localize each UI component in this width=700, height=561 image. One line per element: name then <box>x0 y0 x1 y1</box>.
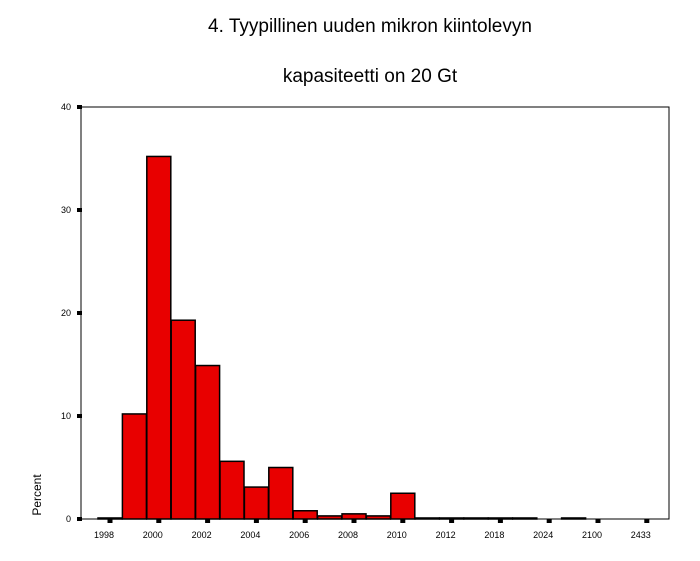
bar-2020 <box>512 517 538 520</box>
bar-2010 <box>390 492 416 520</box>
y-tick-mark-40 <box>77 105 82 109</box>
x-tick-mark-2100 <box>595 519 601 523</box>
y-tick-mark-20 <box>77 311 82 315</box>
chart-title-line-2: kapasiteetti on 20 Gt <box>282 66 458 87</box>
y-axis-label: Percent <box>30 474 44 516</box>
bar-2009 <box>365 515 392 520</box>
x-tick-mark-2010 <box>400 519 406 523</box>
x-tick-mark-2433 <box>644 519 650 523</box>
x-tick-mark-2006 <box>302 519 308 523</box>
y-tick-mark-0 <box>77 517 82 521</box>
bar-2002 <box>194 364 221 520</box>
x-tick-label-1998: 1998 <box>94 530 114 540</box>
x-tick-label-2012: 2012 <box>436 530 456 540</box>
y-tick-label-40: 40 <box>61 102 71 112</box>
x-tick-mark-2008 <box>351 519 357 523</box>
x-tick-label-2006: 2006 <box>289 530 309 540</box>
x-tick-mark-1998 <box>107 519 113 523</box>
bar-2012 <box>438 517 465 520</box>
bar-2011 <box>414 517 440 520</box>
x-tick-label-2024: 2024 <box>533 530 553 540</box>
x-tick-mark-2000 <box>156 519 162 523</box>
bars-group <box>97 155 587 520</box>
x-tick-label-2004: 2004 <box>240 530 260 540</box>
bar-2001 <box>170 319 196 520</box>
bar-2008 <box>341 513 367 520</box>
x-tick-label-2010: 2010 <box>387 530 407 540</box>
x-tick-mark-2004 <box>253 519 259 523</box>
y-tick-mark-10 <box>77 414 82 418</box>
bar-1999 <box>121 413 148 520</box>
bar-2006 <box>292 510 318 520</box>
x-tick-mark-2002 <box>205 519 211 523</box>
x-tick-label-2000: 2000 <box>143 530 163 540</box>
y-axis: 0 10 20 30 40 <box>61 102 82 524</box>
bar-2005 <box>268 466 294 520</box>
bar-2000 <box>146 155 172 520</box>
bar-2003 <box>219 460 245 520</box>
bar-2004 <box>243 486 270 520</box>
y-tick-label-0: 0 <box>66 514 71 524</box>
x-axis: 1998 2000 2002 2004 2006 2008 2010 2012 2018 2024… <box>94 519 651 540</box>
y-tick-label-20: 20 <box>61 308 71 318</box>
chart-title-line-1: 4. Tyypillinen uuden mikron kiintolevyn <box>208 16 532 37</box>
y-tick-label-10: 10 <box>61 411 71 421</box>
y-tick-mark-30 <box>77 208 82 212</box>
y-tick-label-30: 30 <box>61 205 71 215</box>
x-tick-label-2100: 2100 <box>582 530 602 540</box>
bar-1998 <box>97 517 123 520</box>
bar-2007 <box>316 515 343 520</box>
x-tick-mark-2018 <box>497 519 503 523</box>
x-tick-label-2018: 2018 <box>484 530 504 540</box>
bar-2015 <box>463 517 489 520</box>
x-tick-label-2433: 2433 <box>631 530 651 540</box>
x-tick-mark-2012 <box>449 519 455 523</box>
bar-2050 <box>560 517 587 520</box>
x-tick-label-2008: 2008 <box>338 530 358 540</box>
bar-2018 <box>487 517 514 520</box>
x-tick-mark-2024 <box>546 519 552 523</box>
x-tick-label-2002: 2002 <box>192 530 212 540</box>
